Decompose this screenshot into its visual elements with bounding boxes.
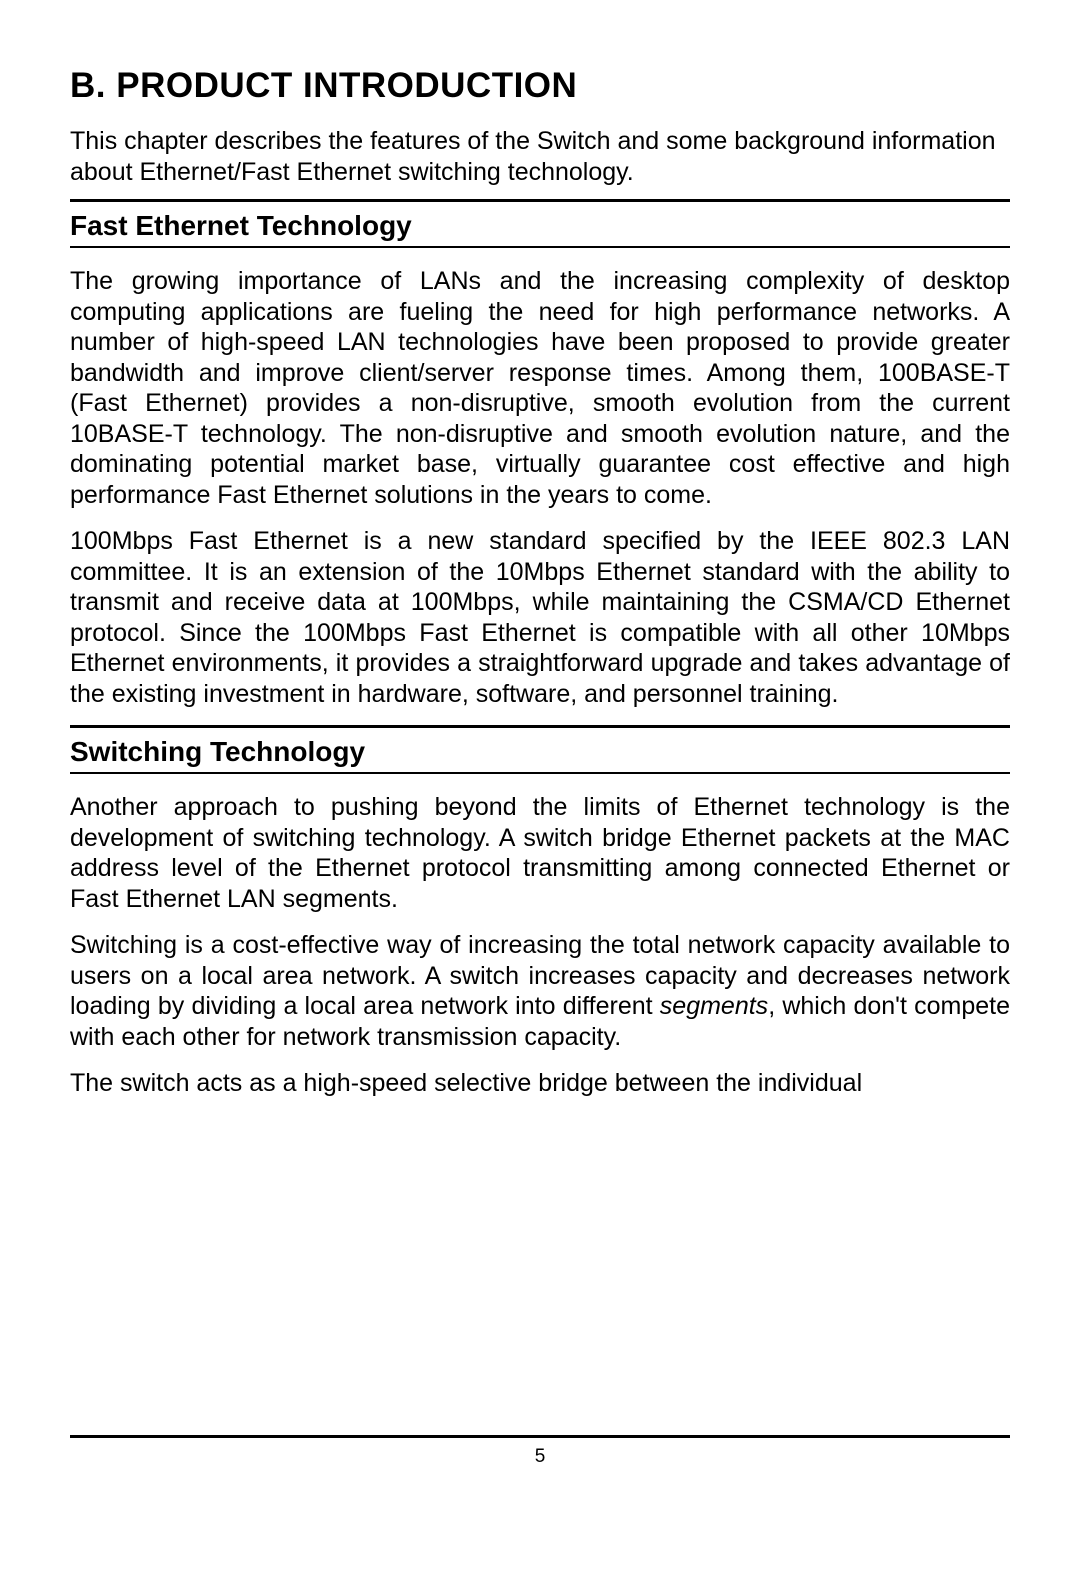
switching-p2: Switching is a cost-effective way of inc… [70,930,1010,1052]
heading-main: B. PRODUCT INTRODUCTION [70,66,1010,106]
switching-p2-segments-word: segments [660,992,768,1020]
section-rule-under [70,772,1010,774]
section-rule-top [70,725,1010,728]
page-number: 5 [70,1446,1010,1468]
heading-fast-ethernet: Fast Ethernet Technology [70,210,1010,242]
fast-ethernet-p1: The growing importance of LANs and the i… [70,266,1010,510]
footer-rule [70,1435,1010,1438]
section-rule-under [70,246,1010,248]
heading-switching: Switching Technology [70,736,1010,768]
switching-p3: The switch acts as a high-speed selectiv… [70,1068,1010,1099]
section-rule-top [70,199,1010,202]
intro-paragraph: This chapter describes the features of t… [70,126,1010,187]
document-page: B. PRODUCT INTRODUCTION This chapter des… [0,0,1080,1582]
switching-p1: Another approach to pushing beyond the l… [70,792,1010,914]
fast-ethernet-p2: 100Mbps Fast Ethernet is a new standard … [70,526,1010,709]
page-footer: 5 [70,1435,1010,1468]
